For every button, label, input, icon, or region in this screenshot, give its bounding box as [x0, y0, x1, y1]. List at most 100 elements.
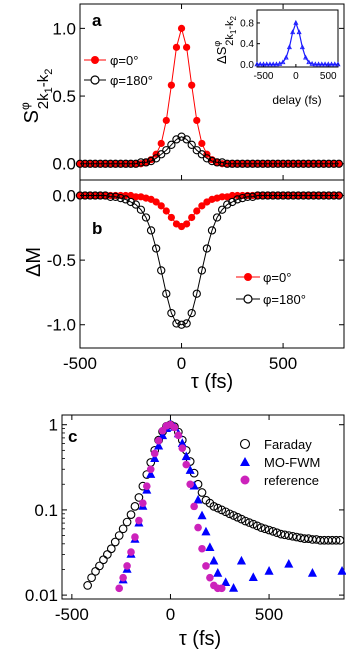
inset-ticks: 0.0 0.4 0.8 -500 0 500: [240, 18, 337, 82]
panel-c-faraday-point: [209, 502, 219, 511]
panel-b-180-point: [182, 319, 191, 328]
panel-b-180-line: [80, 195, 339, 326]
panel-b-0-point: [157, 202, 165, 210]
panel-b-xtick-label: 500: [269, 354, 297, 373]
panel-a-ylabel-sub-tail: -k: [35, 74, 52, 87]
panel-a-legend: φ=0° φ=180°: [84, 53, 153, 88]
panel-b-0-point: [167, 213, 175, 222]
panel-b-180-point: [80, 191, 90, 200]
panel-c-mo-fwm-point: [264, 566, 274, 575]
panel-a-180-point: [192, 146, 201, 155]
panel-b-180-point: [86, 191, 95, 200]
inset-xtick-label: 0: [293, 71, 299, 82]
inset-ylabel-sup: φ: [212, 41, 222, 47]
inset-series-point: [335, 61, 341, 67]
panel-b-180-point: [202, 244, 212, 253]
legend-c-marker-reference: [240, 475, 250, 485]
panel-c-faraday-point: [335, 535, 345, 545]
panel-b-180-point: [126, 197, 135, 207]
panel-c-mo-fwm-point: [221, 577, 231, 586]
panel-a-180-point: [111, 159, 120, 168]
panel-c-ytick-label: 1: [49, 416, 58, 435]
panel-c-faraday-point: [114, 531, 124, 540]
panel-c-mo-fwm-point: [307, 568, 317, 577]
panel-b-legend: φ=0° φ=180°: [236, 270, 306, 307]
panel-c-reference-point: [123, 562, 131, 570]
panel-b-180-point: [334, 191, 344, 200]
panel-b-ticks: -1.0 -0.5 0.0 -500 0 500: [47, 186, 344, 373]
panel-c-faraday-point: [264, 525, 274, 535]
panel-a-180-point: [96, 159, 105, 168]
inset-series-point: [296, 29, 302, 35]
legend-label-phi0: φ=0°: [110, 53, 138, 68]
panel-a-ylabel-sub: 2k: [35, 93, 52, 109]
panel-a-180-point: [86, 159, 95, 168]
panel-a-180-point: [273, 159, 283, 168]
inset-ytick-label: 0.4: [240, 39, 254, 50]
inset-series-point: [283, 54, 289, 60]
panel-c-faraday-point: [95, 561, 104, 571]
panel-c-mo-fwm-point: [248, 572, 258, 582]
panel-c-reference-point: [135, 516, 143, 525]
panel-b-180-point: [207, 226, 217, 235]
panel-b-180-point: [324, 191, 333, 200]
panel-a-0-point: [198, 139, 206, 148]
inset-series-point: [267, 61, 273, 67]
panel-c-reference-point: [150, 449, 159, 458]
panel-a-180-point: [207, 156, 217, 166]
panel-c-reference-point: [131, 533, 139, 541]
panel-a-ylabel-sub-idx1: 1: [43, 87, 55, 93]
panel-a: 0.00.51.0 a Sφ 2k1-k2 φ=0° φ=180°: [18, 4, 344, 180]
panel-c-reference-point: [115, 584, 123, 593]
panel-c-faraday-point: [272, 528, 282, 538]
panel-c-xtick-label: 500: [255, 605, 283, 624]
panel-a-ytick-label: 0.0: [52, 155, 76, 174]
panel-b-180-point: [299, 191, 308, 200]
panel-b-180-point: [111, 192, 120, 201]
panel-c-reference-point: [170, 423, 179, 432]
panel-a-ylabel: Sφ 2k1-k2: [18, 69, 55, 124]
panel-c-reference-point: [174, 431, 183, 440]
panel-a-ytick-label: 1.0: [52, 19, 76, 38]
panel-c-faraday-point: [225, 509, 234, 519]
panel-a-180-point: [324, 159, 333, 168]
panel-b-180-point: [294, 191, 303, 200]
panel-a-series: [75, 24, 344, 168]
panel-a-180-point: [116, 159, 125, 168]
panel-c-xtick-label: 0: [166, 605, 175, 624]
panel-b-xtick-label: 0: [177, 354, 186, 373]
panel-c-faraday-point: [103, 550, 112, 559]
panel-a-180-point: [80, 159, 90, 168]
panel-c-mo-fwm-point: [284, 558, 294, 568]
panel-c-faraday-point: [268, 527, 278, 536]
inset-series-point: [254, 61, 260, 67]
panel-a-180-point: [253, 159, 262, 168]
panel-c-faraday-point: [213, 503, 223, 513]
panel-a-180-line: [80, 136, 339, 165]
inset-frame: [256, 9, 339, 68]
panel-b-180-point: [319, 191, 328, 200]
panel-a-180-point: [218, 158, 227, 167]
panel-b-180-point: [284, 191, 293, 200]
inset-series-line: [257, 21, 338, 66]
panel-c-reference-point: [178, 444, 187, 452]
panel-a-180-point: [289, 159, 298, 168]
panel-c-mo-fwm-point: [150, 453, 160, 462]
panel-c-mo-fwm-point: [209, 555, 219, 565]
panel-c-reference-point: [139, 499, 147, 507]
panel-b-180-point: [157, 266, 166, 275]
panel-a-180-point: [258, 159, 267, 168]
panel-a-180-point: [101, 159, 110, 168]
panel-c-ytick-label: 0.1: [34, 501, 58, 520]
panel-a-180-point: [223, 159, 232, 168]
panel-b-180-point: [172, 319, 181, 328]
panel-c-reference-point: [142, 482, 151, 490]
panel-b-180-point: [131, 200, 140, 209]
panel-b-180-point: [146, 226, 156, 235]
panel-b-180-point: [258, 191, 267, 200]
panel-c-mo-fwm-point: [229, 583, 239, 592]
panel-c-reference-point: [217, 584, 226, 593]
panel-a-ytick-label: 0.5: [52, 87, 76, 106]
